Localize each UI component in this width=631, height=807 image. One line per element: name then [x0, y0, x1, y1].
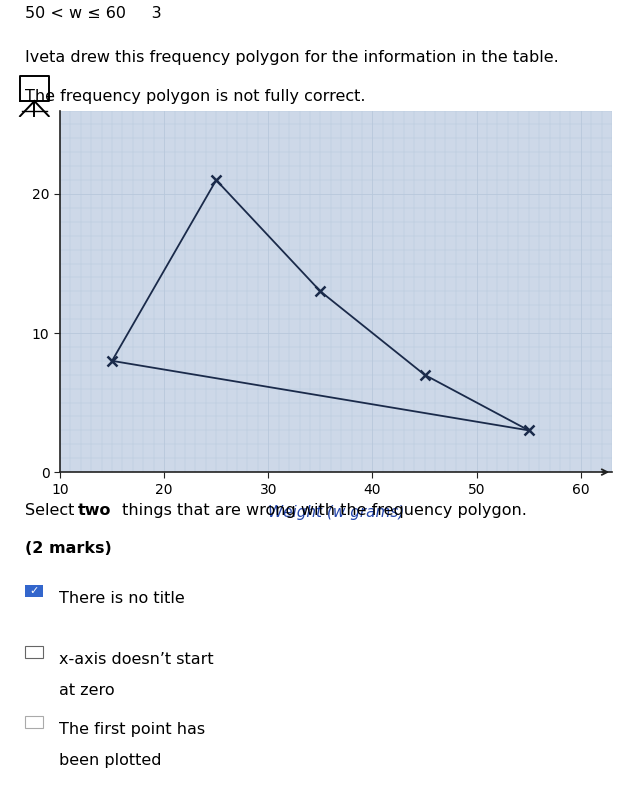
Text: (2 marks): (2 marks)	[25, 541, 112, 556]
Text: x-axis doesn’t start: x-axis doesn’t start	[59, 652, 214, 667]
Text: The frequency polygon is not fully correct.: The frequency polygon is not fully corre…	[25, 89, 366, 104]
Text: two: two	[78, 503, 111, 518]
Text: Select: Select	[25, 503, 80, 518]
Text: things that are wrong with the frequency polygon.: things that are wrong with the frequency…	[117, 503, 528, 518]
Text: at zero: at zero	[59, 683, 115, 698]
Bar	[25, 716, 43, 728]
Text: The first point has: The first point has	[59, 722, 205, 737]
Bar	[25, 646, 43, 658]
Bar	[25, 585, 43, 597]
Text: There is no title: There is no title	[59, 592, 185, 606]
Text: ✓: ✓	[30, 587, 39, 596]
Text: Iveta drew this frequency polygon for the information in the table.: Iveta drew this frequency polygon for th…	[25, 50, 559, 65]
X-axis label: Weight (w grams): Weight (w grams)	[268, 505, 404, 520]
Text: been plotted: been plotted	[59, 753, 162, 768]
Text: 50 < w ≤ 60     3: 50 < w ≤ 60 3	[25, 6, 162, 20]
